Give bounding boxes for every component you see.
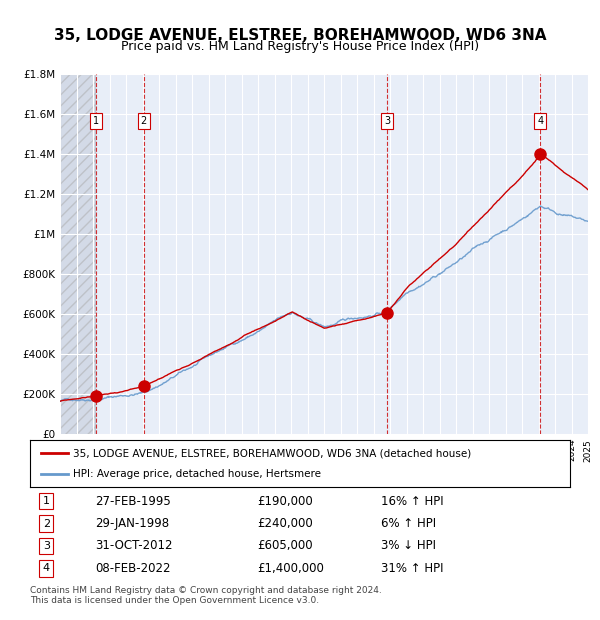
Text: 16% ↑ HPI: 16% ↑ HPI (381, 495, 443, 508)
Bar (60, 74, 95, 434)
Text: 3% ↓ HPI: 3% ↓ HPI (381, 539, 436, 552)
Text: 2: 2 (140, 116, 147, 126)
Text: Contains HM Land Registry data © Crown copyright and database right 2024.
This d: Contains HM Land Registry data © Crown c… (30, 586, 382, 605)
Text: HPI: Average price, detached house, Hertsmere: HPI: Average price, detached house, Hert… (73, 469, 321, 479)
Text: 1: 1 (92, 116, 99, 126)
Text: 08-FEB-2022: 08-FEB-2022 (95, 562, 170, 575)
Text: 2: 2 (43, 518, 50, 528)
Text: 1: 1 (43, 496, 50, 506)
Text: 31-OCT-2012: 31-OCT-2012 (95, 539, 172, 552)
Text: 27-FEB-1995: 27-FEB-1995 (95, 495, 170, 508)
Text: 4: 4 (537, 116, 544, 126)
Text: Price paid vs. HM Land Registry's House Price Index (HPI): Price paid vs. HM Land Registry's House … (121, 40, 479, 53)
Bar (60, 74, 95, 434)
Text: 3: 3 (384, 116, 390, 126)
Text: 4: 4 (43, 564, 50, 574)
Text: 3: 3 (43, 541, 50, 551)
Text: 31% ↑ HPI: 31% ↑ HPI (381, 562, 443, 575)
Text: £190,000: £190,000 (257, 495, 313, 508)
Text: 35, LODGE AVENUE, ELSTREE, BOREHAMWOOD, WD6 3NA (detached house): 35, LODGE AVENUE, ELSTREE, BOREHAMWOOD, … (73, 448, 472, 458)
Text: 6% ↑ HPI: 6% ↑ HPI (381, 517, 436, 530)
Text: £605,000: £605,000 (257, 539, 313, 552)
Text: 29-JAN-1998: 29-JAN-1998 (95, 517, 169, 530)
Text: £1,400,000: £1,400,000 (257, 562, 323, 575)
Text: £240,000: £240,000 (257, 517, 313, 530)
Text: 35, LODGE AVENUE, ELSTREE, BOREHAMWOOD, WD6 3NA: 35, LODGE AVENUE, ELSTREE, BOREHAMWOOD, … (54, 28, 546, 43)
